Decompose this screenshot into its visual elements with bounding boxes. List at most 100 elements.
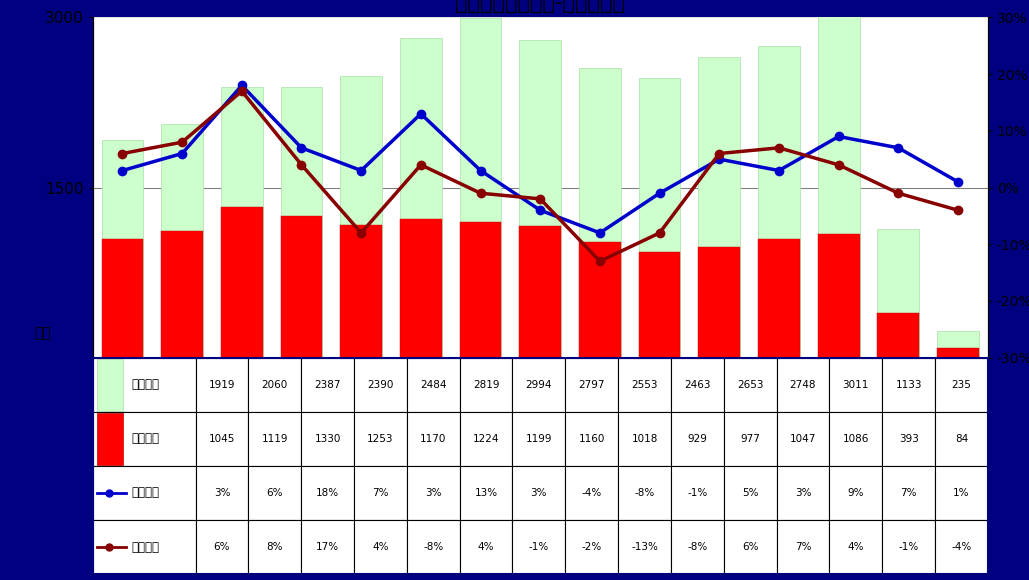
Bar — [829, 358, 882, 412]
Text: 977: 977 — [740, 434, 760, 444]
Bar — [354, 520, 406, 574]
Text: 1018: 1018 — [632, 434, 658, 444]
Text: 汽车产量: 汽车产量 — [132, 378, 159, 392]
Bar — [671, 358, 723, 412]
Bar — [400, 219, 441, 358]
Bar — [97, 413, 122, 465]
Text: 7%: 7% — [372, 488, 389, 498]
Bar — [935, 412, 988, 466]
Bar — [723, 466, 777, 520]
Text: 1086: 1086 — [843, 434, 868, 444]
Bar — [818, 16, 859, 358]
Text: 2060: 2060 — [261, 380, 288, 390]
Text: 6%: 6% — [267, 488, 283, 498]
Text: -8%: -8% — [687, 542, 708, 552]
Bar — [639, 252, 680, 358]
Bar — [354, 466, 406, 520]
Bar — [935, 358, 988, 412]
Bar — [460, 412, 512, 466]
Bar — [512, 520, 565, 574]
Text: 1119: 1119 — [261, 434, 288, 444]
Text: 84: 84 — [955, 434, 968, 444]
Text: 3%: 3% — [425, 488, 441, 498]
Text: 18%: 18% — [316, 488, 340, 498]
Text: 2387: 2387 — [314, 380, 341, 390]
Bar — [301, 466, 354, 520]
Text: 235: 235 — [952, 380, 971, 390]
Text: -1%: -1% — [898, 542, 919, 552]
Bar — [341, 225, 382, 358]
Bar — [512, 358, 565, 412]
Bar — [341, 76, 382, 358]
Text: 1330: 1330 — [315, 434, 341, 444]
Text: 轿车增速: 轿车增速 — [132, 541, 159, 554]
Bar — [512, 466, 565, 520]
Bar — [565, 358, 618, 412]
Bar — [196, 520, 248, 574]
Text: -13%: -13% — [631, 542, 658, 552]
Text: 2484: 2484 — [420, 380, 447, 390]
Text: 2463: 2463 — [684, 380, 711, 390]
Text: 2797: 2797 — [578, 380, 605, 390]
Text: 9%: 9% — [848, 488, 864, 498]
Text: 13%: 13% — [474, 488, 498, 498]
Bar — [281, 86, 322, 358]
Bar — [723, 358, 777, 412]
Bar — [406, 412, 460, 466]
Bar — [758, 46, 800, 358]
Bar — [520, 226, 561, 358]
Bar — [818, 234, 859, 358]
Bar — [699, 247, 740, 358]
Text: -1%: -1% — [687, 488, 708, 498]
Text: 1160: 1160 — [578, 434, 605, 444]
Text: 7%: 7% — [794, 542, 811, 552]
Text: -8%: -8% — [635, 488, 654, 498]
Bar — [102, 140, 143, 358]
Bar — [301, 520, 354, 574]
Bar — [248, 466, 301, 520]
Text: 3%: 3% — [794, 488, 811, 498]
Text: 8%: 8% — [267, 542, 283, 552]
Text: 17%: 17% — [316, 542, 340, 552]
Text: 393: 393 — [898, 434, 919, 444]
Text: 4%: 4% — [372, 542, 389, 552]
Text: 1133: 1133 — [895, 380, 922, 390]
Text: 1045: 1045 — [209, 434, 236, 444]
Text: 2994: 2994 — [526, 380, 553, 390]
Text: 1170: 1170 — [420, 434, 447, 444]
Text: 汽车增速: 汽车增速 — [132, 487, 159, 499]
Text: 3%: 3% — [531, 488, 547, 498]
Bar — [93, 358, 196, 412]
Bar — [565, 466, 618, 520]
Bar — [618, 412, 671, 466]
Bar — [354, 358, 406, 412]
Bar — [618, 358, 671, 412]
Bar — [196, 412, 248, 466]
Text: 1253: 1253 — [367, 434, 394, 444]
Bar — [97, 359, 122, 411]
Bar — [618, 520, 671, 574]
Bar — [723, 412, 777, 466]
Text: 轿车产量: 轿车产量 — [132, 432, 159, 445]
Bar — [882, 412, 935, 466]
Text: 6%: 6% — [742, 542, 758, 552]
Text: -4%: -4% — [951, 542, 971, 552]
Bar — [699, 57, 740, 358]
Bar — [281, 216, 322, 358]
Bar — [460, 520, 512, 574]
Bar — [935, 520, 988, 574]
Bar — [829, 412, 882, 466]
Bar — [882, 520, 935, 574]
Bar — [829, 466, 882, 520]
Bar — [354, 412, 406, 466]
Bar — [162, 231, 203, 358]
Bar — [221, 87, 262, 358]
Text: 4%: 4% — [848, 542, 864, 552]
Bar — [565, 412, 618, 466]
Text: -2%: -2% — [581, 542, 602, 552]
Text: 2819: 2819 — [472, 380, 499, 390]
Bar — [579, 68, 620, 358]
Bar — [878, 313, 919, 358]
Bar — [400, 38, 441, 358]
Text: 6%: 6% — [214, 542, 230, 552]
